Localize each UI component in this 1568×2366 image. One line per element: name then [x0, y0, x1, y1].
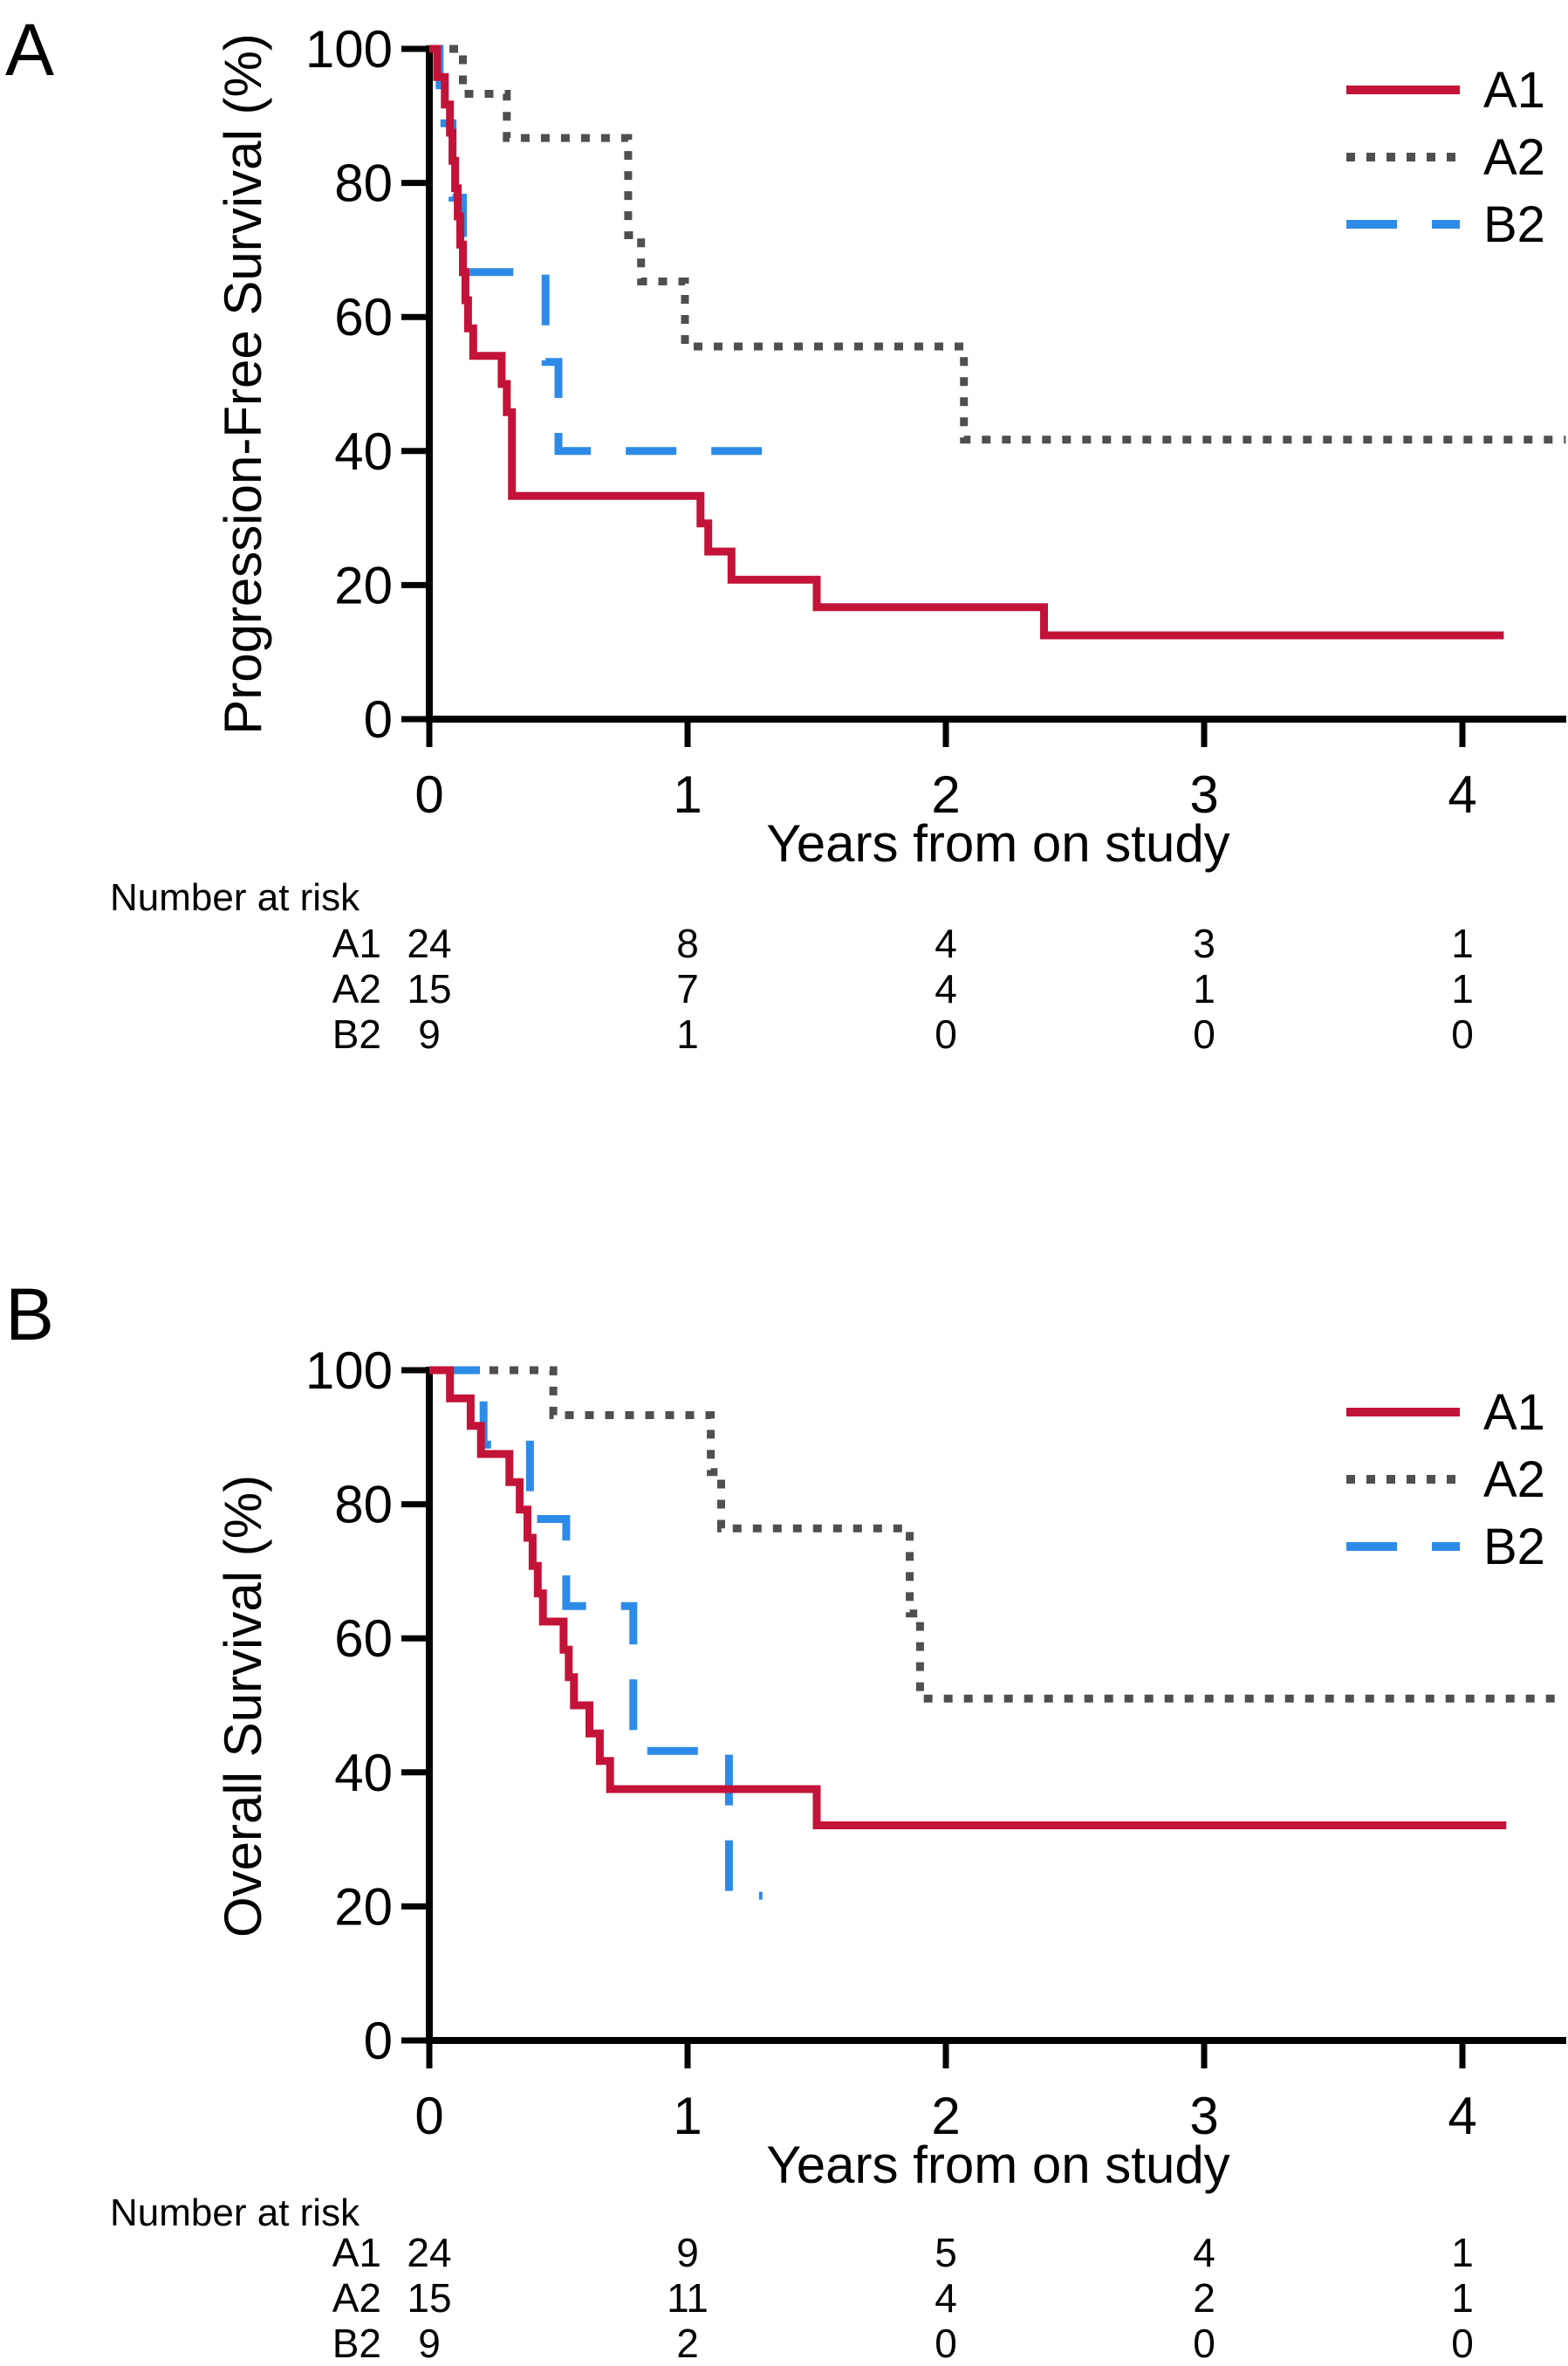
risk-row-label: A1 [332, 921, 381, 966]
series-A1-curve [429, 45, 1504, 640]
panel-a-figure: A Progression-Free Survival (%) Years fr… [5, 9, 1566, 1057]
x-tick-label: 0 [414, 2087, 443, 2145]
risk-count: 15 [407, 966, 451, 1012]
x-tick-label: 1 [673, 2087, 702, 2145]
risk-count: 11 [667, 2275, 709, 2321]
panel-label: A [5, 9, 54, 91]
x-tick-label: 3 [1189, 765, 1218, 824]
panel-label: B [5, 1273, 54, 1355]
risk-count: 1 [1451, 2230, 1474, 2275]
y-tick-label: 60 [334, 1609, 393, 1668]
y-tick-label: 0 [364, 690, 393, 749]
risk-count: 9 [676, 2230, 699, 2275]
legend-B2-label: B2 [1483, 1519, 1545, 1575]
y-tick-label: 100 [305, 1341, 393, 1400]
risk-count: 0 [1451, 1012, 1474, 1057]
legend-A1-label: A1 [1483, 1384, 1545, 1441]
risk-table-title: Number at risk [110, 2191, 360, 2234]
y-tick-label: 60 [334, 288, 393, 346]
risk-count: 1 [1451, 921, 1474, 966]
risk-count: 8 [676, 921, 699, 966]
risk-row-label: B2 [332, 2321, 381, 2366]
x-tick-label: 4 [1448, 2087, 1476, 2145]
y-tick-label: 80 [334, 1476, 393, 1534]
y-tick-label: 100 [305, 20, 393, 79]
series-B2-curve [429, 45, 765, 456]
risk-count: 0 [935, 1012, 957, 1057]
risk-count: 4 [935, 966, 957, 1012]
series-A1-curve [429, 1366, 1507, 1829]
x-tick-label: 4 [1448, 765, 1476, 824]
x-axis-title: Years from on study [766, 814, 1229, 873]
risk-row-label: A1 [332, 2230, 381, 2275]
y-axis-title: Progression-Free Survival (%) [214, 33, 272, 735]
legend-A2-label: A2 [1483, 1451, 1545, 1508]
risk-count: 1 [1451, 966, 1474, 1012]
y-tick-label: 80 [334, 154, 393, 213]
risk-count: 15 [407, 2275, 451, 2321]
risk-count: 2 [1193, 2275, 1215, 2321]
risk-count: 0 [1193, 2321, 1215, 2366]
risk-count: 4 [935, 921, 957, 966]
risk-count: 9 [418, 1012, 441, 1057]
risk-count: 24 [407, 921, 451, 966]
y-tick-label: 20 [334, 556, 393, 614]
risk-count: 3 [1193, 921, 1215, 966]
x-tick-label: 2 [931, 2087, 960, 2145]
series-A2-curve [429, 1366, 1566, 1703]
risk-count: 1 [1193, 966, 1215, 1012]
legend-B2-label: B2 [1483, 196, 1545, 253]
legend-A1-label: A1 [1483, 62, 1545, 119]
x-tick-label: 3 [1189, 2087, 1218, 2145]
y-axis-title: Overall Survival (%) [214, 1475, 272, 1937]
x-tick-label: 0 [414, 765, 443, 824]
risk-count: 5 [935, 2230, 957, 2275]
risk-count: 0 [1451, 2321, 1474, 2366]
panel-b-figure: B Overall Survival (%) Years from on stu… [5, 1273, 1566, 2366]
risk-count: 1 [676, 1012, 699, 1057]
risk-row-label: A2 [332, 2275, 381, 2321]
x-tick-label: 2 [931, 765, 960, 824]
series-A2-curve [429, 45, 1566, 444]
risk-count: 0 [1193, 1012, 1215, 1057]
y-tick-label: 0 [364, 2012, 393, 2070]
risk-count: 9 [418, 2321, 441, 2366]
legend-A2-label: A2 [1483, 129, 1545, 186]
risk-count: 24 [407, 2230, 451, 2275]
risk-row-label: B2 [332, 1012, 381, 1057]
x-axis-title: Years from on study [766, 2136, 1229, 2194]
risk-count: 4 [935, 2275, 957, 2321]
risk-count: 7 [676, 966, 699, 1012]
risk-count: 2 [676, 2321, 699, 2366]
y-tick-label: 40 [334, 1744, 393, 1802]
risk-row-label: A2 [332, 966, 381, 1012]
risk-count: 0 [935, 2321, 957, 2366]
y-tick-label: 20 [334, 1877, 393, 1936]
risk-table-title: Number at risk [110, 876, 360, 919]
risk-count: 4 [1193, 2230, 1215, 2275]
risk-count: 1 [1451, 2275, 1474, 2321]
x-tick-label: 1 [673, 765, 702, 824]
y-tick-label: 40 [334, 422, 393, 481]
